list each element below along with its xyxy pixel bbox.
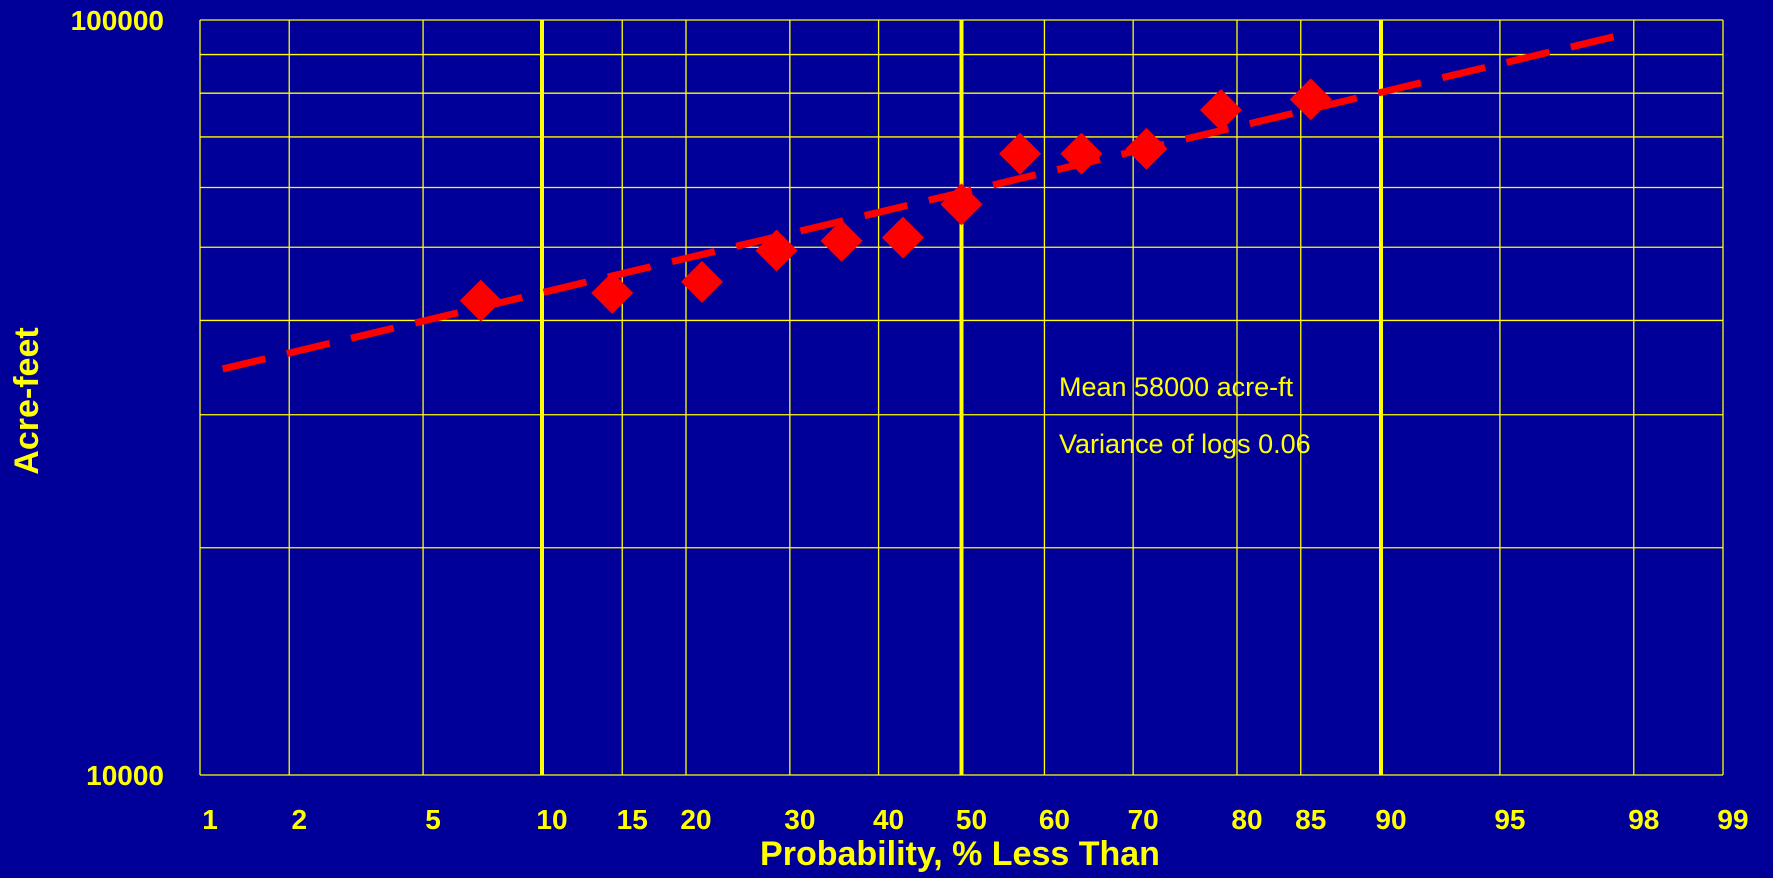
y-tick-label: 100000 xyxy=(71,5,164,36)
y-axis-title: Acre-feet xyxy=(8,327,46,474)
fitted-line-group xyxy=(221,31,1622,373)
data-point xyxy=(940,183,983,226)
data-point xyxy=(999,132,1042,175)
x-tick-label: 60 xyxy=(1039,804,1070,835)
x-tick-label: 70 xyxy=(1128,804,1159,835)
x-tick-label: 85 xyxy=(1295,804,1326,835)
x-tick-label: 80 xyxy=(1231,804,1262,835)
grid xyxy=(199,19,1724,776)
x-tick-label: 1 xyxy=(202,804,218,835)
data-point xyxy=(459,279,502,322)
x-tick-label: 15 xyxy=(617,804,648,835)
x-tick-labels: 1 2 5 10 15 20 30 40 50 60 70 80 85 90 95 98 99 xyxy=(202,804,1748,835)
y-tick-label: 10000 xyxy=(86,760,164,791)
x-tick-label: 40 xyxy=(873,804,904,835)
fitted-line xyxy=(221,31,1622,373)
x-tick-label: 95 xyxy=(1494,804,1525,835)
data-point xyxy=(1125,127,1168,170)
data-point xyxy=(1289,78,1332,121)
x-tick-label: 90 xyxy=(1375,804,1406,835)
data-point xyxy=(755,229,798,272)
x-tick-label: 98 xyxy=(1628,804,1659,835)
x-tick-label: 5 xyxy=(425,804,441,835)
data-points xyxy=(459,78,1332,322)
x-tick-label: 20 xyxy=(680,804,711,835)
x-tick-label: 99 xyxy=(1717,804,1748,835)
y-tick-labels: 100000 10000 xyxy=(71,5,164,791)
x-tick-label: 30 xyxy=(784,804,815,835)
data-point xyxy=(1060,132,1103,175)
annotation-mean: Mean 58000 acre-ft xyxy=(1059,372,1294,402)
data-point xyxy=(591,271,634,314)
data-point xyxy=(881,216,924,259)
x-tick-label: 10 xyxy=(536,804,567,835)
data-point xyxy=(681,260,724,303)
data-point xyxy=(820,219,863,262)
x-axis-title: Probability, % Less Than xyxy=(760,835,1160,873)
x-tick-label: 2 xyxy=(291,804,307,835)
data-point xyxy=(1199,88,1242,131)
annotation-variance: Variance of logs 0.06 xyxy=(1059,429,1311,459)
x-tick-label: 50 xyxy=(956,804,987,835)
